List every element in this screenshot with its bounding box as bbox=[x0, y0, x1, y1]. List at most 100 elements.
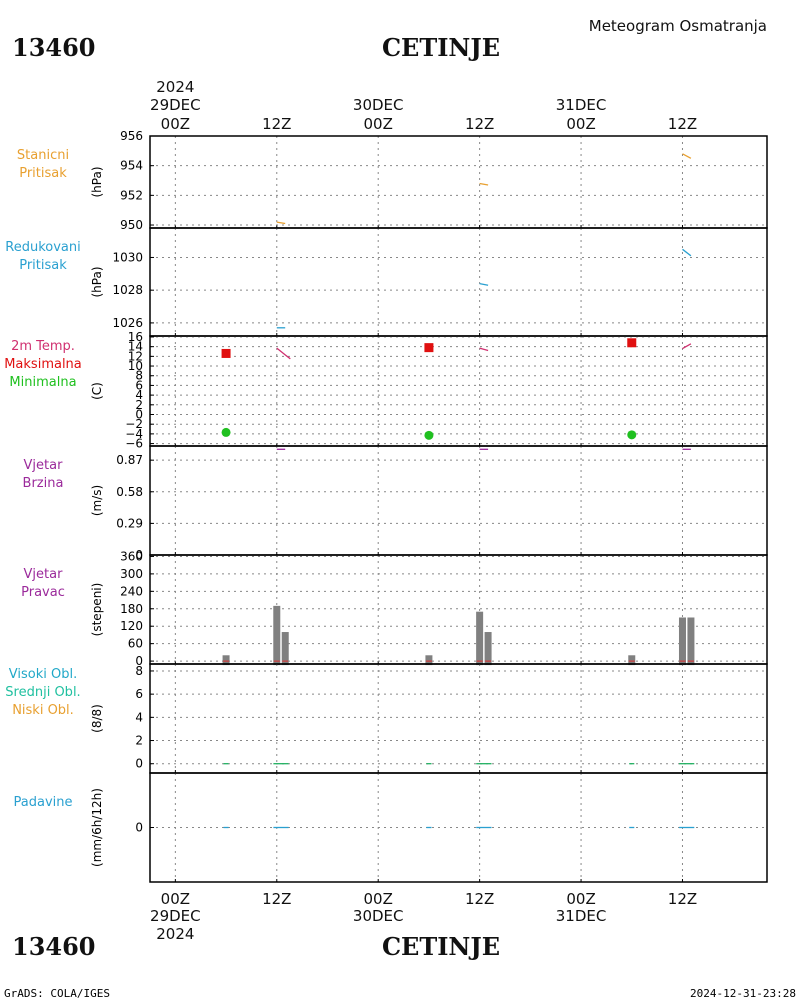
y-tick-label: 2 bbox=[135, 398, 143, 412]
series-line bbox=[479, 282, 489, 286]
parameter-label: Pravac bbox=[21, 585, 65, 600]
time-tick-label-top: 00Z bbox=[364, 115, 393, 133]
y-tick-label: 0 bbox=[135, 757, 143, 771]
y-tick-label: 956 bbox=[120, 129, 143, 143]
y-tick-label: 0 bbox=[135, 821, 143, 835]
wind-direction-bar bbox=[425, 655, 433, 666]
y-tick-label: 300 bbox=[120, 567, 143, 581]
y-tick-label: 10 bbox=[128, 359, 143, 373]
time-tick-label-bottom: 00Z bbox=[566, 890, 595, 908]
time-tick-label-top: 00Z bbox=[161, 115, 190, 133]
y-tick-label: 360 bbox=[120, 549, 143, 563]
year-label-top: 2024 bbox=[156, 78, 194, 96]
parameter-label: Pritisak bbox=[19, 166, 67, 181]
y-tick-label: 0 bbox=[135, 654, 143, 668]
panel-frame bbox=[149, 227, 768, 337]
y-tick-label: 14 bbox=[128, 340, 143, 354]
panel-frame bbox=[149, 135, 768, 229]
time-tick-label-top: 12Z bbox=[262, 115, 291, 133]
panel-frame bbox=[149, 772, 768, 883]
footer-left-text: GrADS: COLA/IGES bbox=[4, 987, 110, 1000]
station-name-top: CETINJE bbox=[382, 33, 500, 62]
series-line bbox=[276, 347, 291, 360]
time-tick-label-bottom: 12Z bbox=[465, 890, 494, 908]
unit-label: (mm/6h/12h) bbox=[90, 788, 104, 867]
wind-direction-bar bbox=[484, 632, 492, 666]
y-tick-label: 120 bbox=[120, 619, 143, 633]
y-tick-label: 60 bbox=[128, 637, 143, 651]
y-tick-label: 954 bbox=[120, 159, 143, 173]
time-tick-label-top: 12Z bbox=[668, 115, 697, 133]
series-line bbox=[479, 347, 489, 352]
y-tick-label: 1028 bbox=[112, 283, 143, 297]
wind-direction-bar bbox=[476, 611, 484, 666]
parameter-label: Srednji Obl. bbox=[5, 685, 80, 700]
y-tick-label: 1030 bbox=[112, 250, 143, 264]
unit-label: (8/8) bbox=[90, 704, 104, 733]
y-tick-label: 0 bbox=[135, 408, 143, 422]
tmax-marker bbox=[221, 348, 231, 358]
unit-label: (hPa) bbox=[90, 266, 104, 297]
tmin-marker bbox=[627, 430, 637, 440]
day-label-bottom: 31DEC bbox=[556, 907, 607, 925]
day-label-bottom: 30DEC bbox=[353, 907, 404, 925]
y-tick-label: 0 bbox=[135, 548, 143, 562]
time-tick-label-top: 12Z bbox=[465, 115, 494, 133]
day-label-bottom: 29DEC bbox=[150, 907, 201, 925]
y-tick-label: −2 bbox=[125, 417, 143, 431]
time-tick-label-bottom: 00Z bbox=[161, 890, 190, 908]
y-tick-label: 2 bbox=[135, 734, 143, 748]
time-tick-label-bottom: 12Z bbox=[668, 890, 697, 908]
y-tick-label: 1026 bbox=[112, 316, 143, 330]
series-line bbox=[276, 221, 286, 225]
wind-direction-bar bbox=[678, 617, 686, 666]
footer-right-text: 2024-12-31-23:28 bbox=[690, 987, 796, 1000]
day-label-top: 29DEC bbox=[150, 96, 201, 114]
y-tick-label: 8 bbox=[135, 664, 143, 678]
panel-frame bbox=[149, 335, 768, 447]
unit-label: (m/s) bbox=[90, 485, 104, 516]
y-tick-label: 952 bbox=[120, 188, 143, 202]
day-label-top: 31DEC bbox=[556, 96, 607, 114]
unit-label: (stepeni) bbox=[90, 583, 104, 637]
y-tick-label: 6 bbox=[135, 378, 143, 392]
unit-label: (C) bbox=[90, 382, 104, 400]
y-tick-label: 12 bbox=[128, 349, 143, 363]
wind-direction-bar bbox=[222, 655, 230, 666]
tmax-marker bbox=[627, 338, 637, 348]
parameter-label: Stanicni bbox=[17, 148, 69, 163]
y-tick-label: 950 bbox=[120, 218, 143, 232]
parameter-label: Visoki Obl. bbox=[9, 667, 77, 682]
parameter-label: Pritisak bbox=[19, 258, 67, 273]
y-tick-label: 8 bbox=[135, 369, 143, 383]
wind-direction-bar bbox=[281, 632, 289, 666]
wind-direction-bar bbox=[273, 605, 281, 666]
y-tick-label: 4 bbox=[135, 710, 143, 724]
parameter-label: Redukovani bbox=[5, 240, 80, 255]
tmax-marker bbox=[424, 343, 434, 353]
series-line bbox=[682, 248, 692, 257]
station-id-bottom: 13460 bbox=[12, 932, 96, 961]
unit-label: (hPa) bbox=[90, 166, 104, 197]
y-tick-label: −6 bbox=[125, 437, 143, 451]
panel-frame bbox=[149, 445, 768, 556]
y-tick-label: 16 bbox=[128, 330, 143, 344]
y-tick-label: 240 bbox=[120, 584, 143, 598]
year-label-bottom: 2024 bbox=[156, 925, 194, 943]
y-tick-label: 6 bbox=[135, 687, 143, 701]
y-tick-label: −4 bbox=[125, 427, 143, 441]
y-tick-label: 0.87 bbox=[116, 453, 143, 467]
parameter-label: Niski Obl. bbox=[12, 703, 74, 718]
parameter-label: Minimalna bbox=[9, 375, 76, 390]
y-tick-label: 0.29 bbox=[116, 516, 143, 530]
series-line bbox=[682, 153, 692, 159]
parameter-label: Vjetar bbox=[24, 567, 64, 582]
time-tick-label-bottom: 00Z bbox=[364, 890, 393, 908]
time-tick-label-top: 00Z bbox=[566, 115, 595, 133]
parameter-label: Padavine bbox=[14, 795, 73, 810]
parameter-label: 2m Temp. bbox=[11, 339, 75, 354]
parameter-label: Vjetar bbox=[24, 458, 64, 473]
station-id-top: 13460 bbox=[12, 33, 96, 62]
product-title-text: Meteogram Osmatranja bbox=[589, 17, 767, 35]
